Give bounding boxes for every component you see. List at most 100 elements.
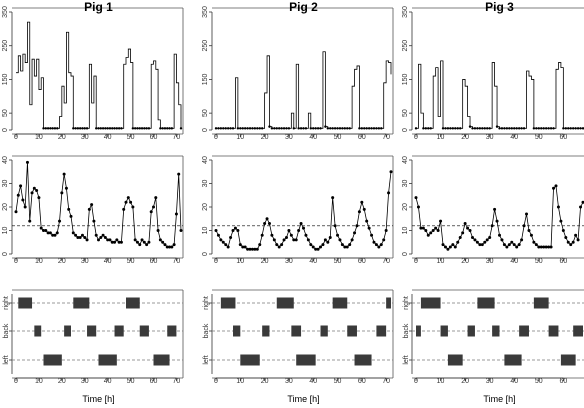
temperature-point	[534, 243, 538, 247]
activity-point	[375, 127, 378, 130]
temperature-point	[321, 243, 325, 247]
x-tick-label: 70	[173, 378, 181, 385]
temperature-point	[561, 229, 565, 232]
temperature-point	[250, 247, 254, 251]
position-bar-left	[153, 354, 170, 366]
activity-point	[277, 127, 281, 130]
y-tick-label: 350	[2, 6, 9, 18]
activity-point	[302, 127, 305, 130]
temperature-point	[163, 243, 167, 247]
x-tick-label: 0	[414, 378, 418, 385]
temperature-point	[525, 212, 529, 216]
temperature-point	[90, 203, 94, 207]
activity-point	[53, 127, 57, 130]
temperature-point	[311, 245, 315, 249]
activity-point	[179, 127, 183, 130]
x-tick-label: 10	[437, 258, 445, 265]
temperature-point	[92, 219, 96, 223]
activity-point	[217, 127, 220, 130]
activity-point	[268, 125, 271, 128]
y-tick-label: 350	[402, 6, 409, 18]
activity-point	[544, 127, 548, 130]
position-bar-right	[533, 297, 549, 309]
temperature-point	[165, 245, 169, 249]
temperature-point	[74, 233, 78, 237]
panel-activity-3: 0 10 20 30 40 50 60 0 50 150 250 350 Pig 3	[402, 0, 584, 141]
activity-point	[324, 125, 327, 128]
temperature-point	[19, 184, 23, 188]
x-tick-label: 60	[358, 378, 366, 385]
temperature-point	[451, 243, 455, 247]
temperature-point	[37, 196, 41, 200]
activity-point	[161, 127, 164, 130]
position-bar-back	[320, 325, 328, 337]
temperature-point	[340, 243, 344, 247]
activity-point	[571, 127, 575, 130]
temperature-point	[42, 229, 45, 232]
temperature-point	[571, 240, 575, 244]
temperature-point	[260, 233, 264, 237]
x-tick-label: 20	[461, 258, 469, 265]
x-tick-label: 50	[127, 134, 135, 141]
temperature-point	[314, 247, 318, 251]
temperature-point	[99, 236, 103, 240]
temperature-point	[520, 238, 524, 242]
temperature-point	[172, 243, 176, 247]
temperature-point	[328, 236, 332, 240]
activity-point	[56, 127, 59, 130]
temperature-point	[461, 231, 465, 235]
position-bar-back	[492, 325, 500, 337]
activity-point	[131, 127, 135, 130]
temperature-point	[97, 238, 100, 242]
activity-point	[159, 127, 162, 130]
x-tick-label: 50	[127, 258, 135, 265]
activity-point	[505, 127, 509, 130]
x-axis-title: Time [h]	[287, 394, 319, 404]
temperature-point	[103, 236, 107, 240]
activity-point	[113, 127, 116, 130]
temperature-point	[51, 233, 55, 237]
position-bar-back	[114, 325, 124, 337]
activity-point	[280, 127, 283, 130]
activity-point	[367, 127, 371, 130]
activity-point	[243, 127, 247, 130]
activity-point	[483, 127, 486, 130]
x-tick-label: 40	[510, 258, 518, 265]
activity-point	[163, 127, 167, 130]
activity-point	[99, 127, 102, 130]
activity-point	[147, 127, 151, 130]
temperature-point	[488, 236, 492, 240]
panel-position-2: 0 10 20 30 40 50 60 70 left back right Time [h]	[203, 289, 394, 404]
y-category-label-right: right	[3, 296, 10, 310]
temperature-point	[510, 240, 514, 244]
x-tick-label: 10	[35, 134, 43, 141]
temperature-point	[224, 243, 228, 247]
temperature-point	[500, 238, 504, 242]
position-bar-back	[376, 325, 387, 337]
temperature-point	[485, 238, 489, 242]
activity-point	[138, 127, 141, 130]
temperature-point	[515, 245, 519, 249]
temperature-point	[316, 247, 320, 251]
x-tick-label: 20	[58, 258, 66, 265]
activity-point	[468, 125, 472, 128]
position-bar-right	[477, 297, 495, 309]
panel-temperature-3: 0 10 20 30 40 50 60 0 10 20 30 40	[402, 155, 584, 265]
position-bar-back	[467, 325, 475, 337]
activity-point	[377, 127, 381, 130]
panel-title: Pig 2	[289, 0, 318, 14]
y-tick-label: 10	[2, 227, 9, 235]
temperature-point	[475, 240, 479, 244]
activity-series	[16, 21, 182, 129]
y-category-label-left: left	[203, 355, 210, 364]
temperature-point	[255, 247, 259, 251]
x-tick-label: 50	[334, 258, 342, 265]
activity-point	[446, 127, 450, 130]
activity-point	[42, 127, 45, 130]
temperature-point	[336, 233, 340, 237]
temperature-point	[39, 226, 43, 230]
panel-title: Pig 3	[485, 0, 514, 14]
x-tick-label: 50	[334, 378, 342, 385]
activity-point	[414, 127, 418, 130]
temperature-point	[58, 219, 62, 223]
